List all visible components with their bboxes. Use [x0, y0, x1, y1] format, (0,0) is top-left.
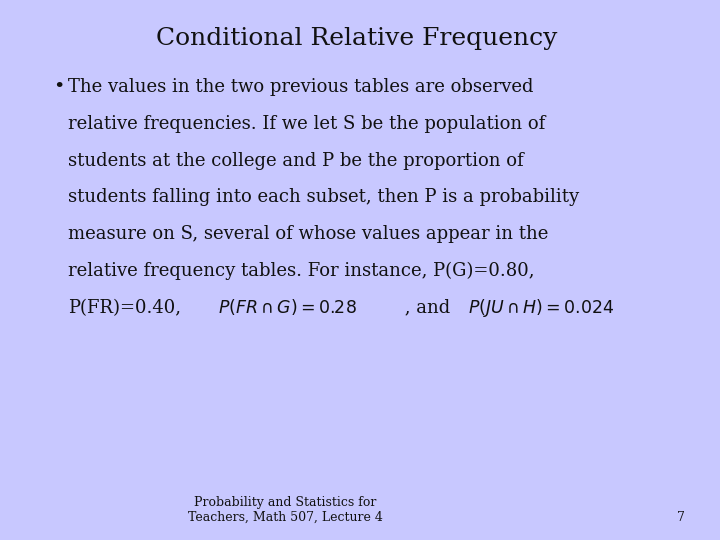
Text: students at the college and P be the proportion of: students at the college and P be the pro…	[68, 152, 523, 170]
Text: , and: , and	[399, 299, 451, 316]
Text: The values in the two previous tables are observed: The values in the two previous tables ar…	[68, 78, 534, 96]
Text: •: •	[53, 78, 65, 96]
Text: Probability and Statistics for
Teachers, Math 507, Lecture 4: Probability and Statistics for Teachers,…	[188, 496, 383, 524]
Text: students falling into each subset, then P is a probability: students falling into each subset, then …	[68, 188, 579, 206]
Text: relative frequency tables. For instance, P(G)=0.80,: relative frequency tables. For instance,…	[68, 262, 534, 280]
Text: measure on S, several of whose values appear in the: measure on S, several of whose values ap…	[68, 225, 548, 243]
Text: $P(JU \cap H) = 0.024$: $P(JU \cap H) = 0.024$	[468, 297, 615, 319]
Text: $P(FR \cap G) = 0.28$: $P(FR \cap G) = 0.28$	[218, 297, 357, 317]
Text: Conditional Relative Frequency: Conditional Relative Frequency	[156, 27, 557, 50]
Text: 7: 7	[678, 511, 685, 524]
Text: P(FR)=0.40,: P(FR)=0.40,	[68, 299, 181, 316]
Text: relative frequencies. If we let S be the population of: relative frequencies. If we let S be the…	[68, 115, 545, 133]
